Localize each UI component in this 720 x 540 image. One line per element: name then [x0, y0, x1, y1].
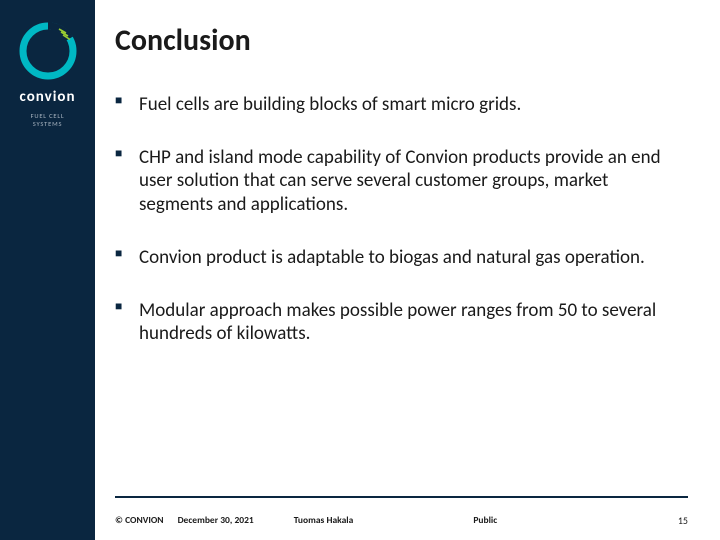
footer: © CONVION December 30, 2021 Tuomas Hakal…	[115, 514, 688, 526]
bullet-list: Fuel cells are building blocks of smart …	[115, 93, 688, 345]
brand-name: convion	[20, 88, 76, 106]
page-title: Conclusion	[115, 22, 688, 59]
logo-ring-icon	[19, 22, 77, 80]
footer-page-number: 15	[678, 514, 688, 527]
slide: convion FUEL CELL SYSTEMS Conclusion Fue…	[0, 0, 720, 540]
bullet-item: CHP and island mode capability of Convio…	[115, 146, 680, 216]
footer-author: Tuomas Hakala	[294, 514, 354, 526]
footer-copyright: © CONVION	[115, 514, 164, 526]
brand-tagline: FUEL CELL SYSTEMS	[31, 112, 65, 129]
brand-tagline-line2: SYSTEMS	[33, 120, 62, 128]
footer-divider	[115, 496, 688, 498]
bullet-item: Convion product is adaptable to biogas a…	[115, 246, 680, 269]
footer-date: December 30, 2021	[178, 514, 254, 526]
brand-tagline-line1: FUEL CELL	[31, 112, 65, 120]
content-area: Conclusion Fuel cells are building block…	[95, 0, 720, 540]
bullet-item: Fuel cells are building blocks of smart …	[115, 93, 680, 116]
sidebar: convion FUEL CELL SYSTEMS	[0, 0, 95, 540]
bullet-item: Modular approach makes possible power ra…	[115, 299, 680, 345]
footer-classification: Public	[473, 514, 497, 526]
